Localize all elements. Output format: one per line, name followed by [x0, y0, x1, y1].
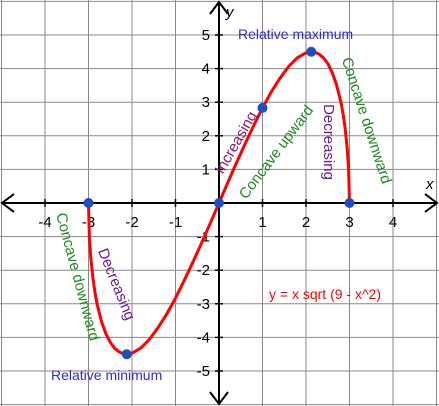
- x-axis-arrow-right: [424, 193, 439, 213]
- x-tick-label: -1: [169, 214, 182, 231]
- data-point: [257, 102, 268, 113]
- x-tick-label: 1: [258, 214, 266, 231]
- annotation-decreasing-right: Decreasing: [320, 104, 337, 180]
- y-tick-label: -2: [197, 262, 210, 279]
- y-axis-arrow-down: [209, 391, 229, 406]
- y-tick-label: -5: [197, 363, 210, 380]
- annotation-relative-minimum: Relative minimum: [51, 367, 162, 383]
- points-layer: [83, 46, 355, 360]
- data-point: [83, 198, 94, 208]
- y-tick-label: 2: [202, 128, 210, 145]
- x-axis-arrow-left: [0, 193, 15, 213]
- y-axis-arrow-up: [209, 0, 229, 15]
- x-axis-label: x: [425, 176, 434, 193]
- y-tick-label: 5: [202, 27, 210, 44]
- x-tick-label: 4: [389, 214, 397, 231]
- x-tick-label: -4: [38, 214, 51, 231]
- data-point: [214, 198, 224, 208]
- y-tick-label: -3: [197, 296, 210, 313]
- equation-label: y = x sqrt (9 - x^2): [269, 286, 381, 302]
- annotation-relative-maximum: Relative maximum: [238, 26, 353, 42]
- y-tick-label: 3: [202, 94, 210, 111]
- x-tick-label: 2: [302, 214, 310, 231]
- y-tick-label: 4: [202, 61, 210, 78]
- y-tick-label: -4: [197, 329, 210, 346]
- data-point: [344, 198, 355, 208]
- y-tick-label: 1: [202, 161, 210, 178]
- x-tick-label: -2: [125, 214, 138, 231]
- y-axis-label: y: [225, 4, 235, 21]
- x-tick-label: 3: [345, 214, 353, 231]
- data-point: [121, 349, 132, 360]
- data-point: [306, 46, 317, 57]
